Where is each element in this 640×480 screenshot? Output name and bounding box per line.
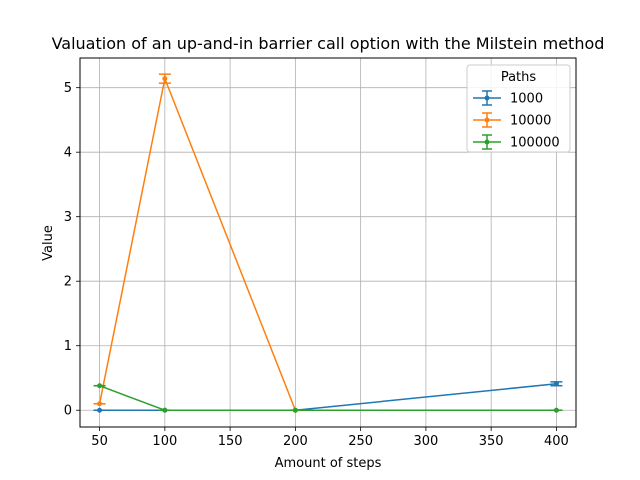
data-point	[292, 407, 298, 413]
x-axis-label: Amount of steps	[275, 456, 382, 471]
legend-box	[466, 64, 571, 153]
data-point	[553, 407, 559, 413]
plot-series	[93, 73, 563, 413]
y-tick-label: 1	[64, 339, 72, 354]
data-point	[553, 381, 559, 387]
chart-title: Valuation of an up-and-in barrier call o…	[52, 34, 605, 53]
legend-title: Paths	[501, 70, 537, 85]
series-line	[99, 385, 557, 411]
data-point	[162, 76, 168, 82]
y-tick-label: 2	[64, 275, 72, 290]
y-tick-label: 5	[64, 81, 72, 96]
legend-swatch-marker	[484, 95, 490, 101]
axis-ticks: 50 100 150 200 250 300 350 400 0 1 2 3 4 5	[64, 81, 569, 449]
x-tick-label: 100	[152, 434, 177, 449]
data-point	[97, 383, 103, 389]
series-line	[99, 383, 557, 411]
x-tick-label: 300	[413, 434, 438, 449]
legend-label: 100000	[510, 136, 560, 151]
data-point	[97, 407, 103, 413]
x-tick-label: 250	[348, 434, 373, 449]
legend-entry-10000: 10000	[473, 112, 551, 129]
data-point	[162, 407, 168, 413]
y-tick-label: 0	[64, 404, 72, 419]
plot-frame	[79, 57, 577, 428]
legend-entry-1000: 1000	[473, 90, 543, 107]
x-tick-label: 200	[283, 434, 308, 449]
y-tick-label: 4	[64, 146, 72, 161]
legend-swatch-marker	[484, 117, 490, 123]
legend: Paths 1000 10000 100000	[466, 64, 571, 153]
y-tick-label: 3	[64, 210, 72, 225]
x-tick-label: 400	[544, 434, 569, 449]
data-point	[97, 401, 103, 407]
x-tick-label: 350	[479, 434, 504, 449]
y-axis-label: Value	[41, 225, 56, 261]
legend-entry-100000: 100000	[473, 134, 560, 151]
legend-swatch-marker	[484, 139, 490, 145]
x-tick-label: 150	[218, 434, 243, 449]
x-tick-label: 50	[91, 434, 108, 449]
legend-label: 1000	[510, 92, 543, 107]
legend-label: 10000	[510, 114, 551, 129]
series-100000	[93, 383, 563, 413]
